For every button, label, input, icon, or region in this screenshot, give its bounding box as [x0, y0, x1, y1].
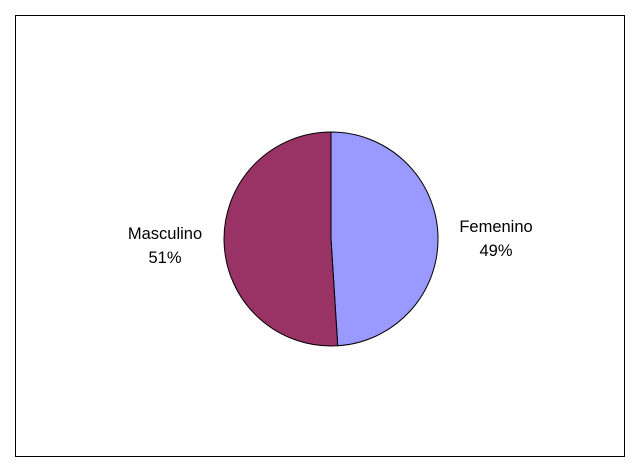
slice-percent-masculino: 51%	[148, 249, 182, 267]
pie-slice-masculino	[223, 131, 339, 347]
slice-name-femenino: Femenino	[459, 218, 533, 236]
slice-label-femenino: Femenino 49%	[434, 215, 558, 263]
slice-label-masculino: Masculino 51%	[103, 222, 227, 270]
pie-chart	[223, 131, 439, 347]
slice-name-masculino: Masculino	[127, 225, 203, 243]
slice-percent-femenino: 49%	[479, 242, 513, 260]
pie-slice-femenino	[330, 131, 439, 347]
chart-area: Femenino 49% Masculino 51%	[15, 15, 625, 457]
